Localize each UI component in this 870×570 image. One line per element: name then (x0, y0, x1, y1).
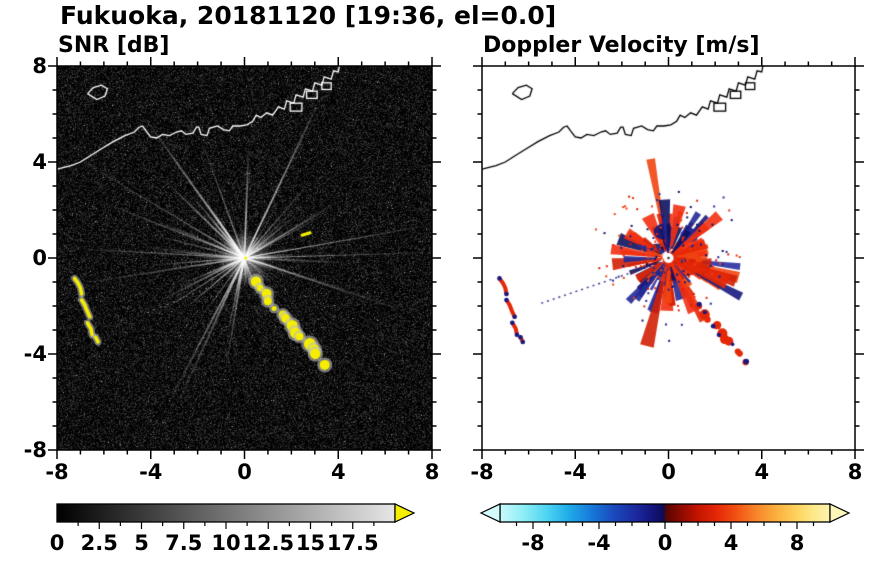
x-tick-label: 4 (754, 460, 770, 484)
y-tick-label: 4 (32, 150, 47, 174)
snr-radar-image (57, 66, 432, 450)
colorbar-tick-label: 0 (49, 531, 65, 555)
x-tick-label: -8 (45, 460, 69, 484)
x-tick-label: 8 (424, 460, 440, 484)
y-tick-label: -8 (23, 438, 47, 462)
doppler-radar-image (482, 66, 855, 450)
x-tick-label: -4 (563, 460, 587, 484)
x-tick-label: 0 (237, 460, 252, 484)
colorbar-tick-label: 4 (723, 531, 739, 555)
colorbar-tick-label: 5 (134, 531, 149, 555)
snr-panel-title: SNR [dB] (58, 33, 170, 58)
y-tick-label: 8 (32, 54, 47, 78)
colorbar-tick-label: 8 (789, 531, 805, 555)
colorbar-tick-label: 7.5 (165, 531, 203, 555)
x-tick-label: 0 (661, 460, 676, 484)
colorbar-tick-label: 15 (295, 531, 326, 555)
colorbar-tick-label: 0 (657, 531, 673, 555)
colorbar-tick-label: 12.5 (242, 531, 295, 555)
x-tick-label: 4 (330, 460, 346, 484)
colorbar-tick-label: 17.5 (326, 531, 379, 555)
figure-title: Fukuoka, 20181120 [19:36, el=0.0] (60, 1, 557, 30)
doppler-colorbar (500, 504, 830, 522)
snr-colorbar (57, 504, 395, 522)
y-tick-label: -4 (23, 342, 47, 366)
y-tick-label: 0 (32, 246, 47, 270)
x-tick-label: -4 (139, 460, 163, 484)
colorbar-tick-label: -4 (587, 531, 611, 555)
x-tick-label: -8 (470, 460, 494, 484)
doppler-panel-title: Doppler Velocity [m/s] (483, 33, 760, 58)
colorbar-tick-label: 10 (211, 531, 241, 555)
colorbar-tick-label: 2.5 (80, 531, 118, 555)
x-tick-label: 8 (847, 460, 863, 484)
colorbar-tick-label: -8 (521, 531, 545, 555)
